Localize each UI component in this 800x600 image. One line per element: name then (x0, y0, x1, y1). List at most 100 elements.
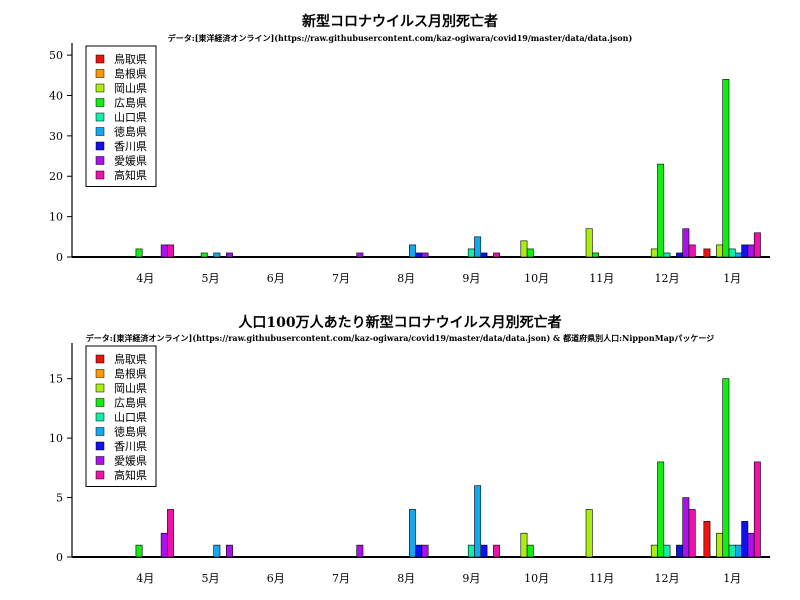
y-tick-label: 50 (49, 49, 63, 62)
legend-swatch (95, 354, 105, 364)
chart-subtitle: データ:[東洋経済オンライン](https://raw.githubuserco… (168, 33, 633, 43)
y-tick-label: 10 (49, 432, 63, 445)
legend-swatch (95, 170, 105, 180)
legend-label: 岡山県 (114, 382, 147, 395)
x-tick-label: 6月 (267, 572, 285, 585)
x-tick-label: 12月 (655, 272, 680, 285)
bar-岡山県-12月 (650, 544, 658, 558)
bar-香川県-8月 (415, 544, 423, 558)
bar-高知県-12月 (688, 509, 696, 558)
legend-label: 徳島県 (114, 125, 147, 139)
legend-label: 島根県 (114, 367, 147, 381)
chart-1: 新型コロナウイルス月別死亡者データ:[東洋経済オンライン](https://ra… (49, 13, 770, 285)
legend-swatch (95, 369, 105, 378)
bar-岡山県-1月 (716, 532, 724, 558)
bar-山口県-1月 (728, 544, 736, 558)
legend-label: 鳥取県 (114, 52, 147, 66)
bar-山口県-9月 (467, 248, 475, 258)
bar-愛媛県-7月 (356, 544, 364, 558)
legend-swatch (95, 398, 105, 407)
bar-愛媛県-5月 (226, 544, 233, 558)
bar-香川県-12月 (676, 544, 684, 558)
x-tick-label: 9月 (462, 572, 480, 585)
bar-徳島県-9月 (474, 485, 482, 558)
legend-swatch (95, 383, 105, 393)
bar-愛媛県-12月 (682, 497, 690, 558)
bar-愛媛県-4月 (160, 244, 168, 258)
x-tick-label: 10月 (524, 272, 549, 285)
chart-title: 新型コロナウイルス月別死亡者 (302, 13, 498, 30)
y-tick-label: 15 (49, 373, 63, 386)
bar-岡山県-12月 (650, 248, 658, 258)
bar-山口県-12月 (663, 544, 671, 558)
chart-subtitle: データ:[東洋経済オンライン](https://raw.githubuserco… (86, 333, 714, 343)
bar-広島県-11月 (591, 252, 599, 258)
y-tick-label: 40 (49, 89, 63, 102)
legend-swatch (95, 427, 105, 436)
bar-広島県-12月 (657, 461, 665, 558)
x-tick-label: 8月 (397, 572, 415, 585)
bar-香川県-8月 (415, 252, 423, 258)
legend-label: 岡山県 (114, 82, 147, 95)
x-tick-label: 12月 (655, 572, 680, 585)
legend-swatch (95, 441, 105, 451)
bar-山口県-1月 (728, 248, 736, 258)
x-tick-label: 5月 (202, 272, 220, 285)
legend-label: 徳島県 (114, 425, 147, 439)
x-tick-label: 1月 (723, 572, 741, 585)
bar-徳島県-5月 (213, 252, 221, 258)
legend-swatch (95, 112, 105, 122)
x-tick-label: 1月 (723, 272, 741, 285)
bar-山口県-9月 (467, 544, 475, 558)
bar-愛媛県-12月 (682, 228, 690, 258)
y-tick-label: 30 (49, 130, 63, 143)
legend-label: 島根県 (114, 67, 147, 81)
bar-香川県-12月 (676, 252, 684, 258)
bar-広島県-5月 (200, 252, 208, 258)
bar-愛媛県-1月 (747, 244, 755, 258)
bar-高知県-4月 (167, 509, 174, 558)
bar-徳島県-1月 (734, 252, 742, 258)
bar-岡山県-10月 (520, 240, 528, 258)
bar-山口県-12月 (663, 252, 671, 258)
bar-高知県-1月 (753, 232, 761, 258)
bar-徳島県-9月 (474, 236, 482, 258)
bar-広島県-4月 (135, 248, 143, 258)
x-tick-label: 9月 (462, 272, 480, 285)
bar-広島県-1月 (722, 79, 730, 258)
legend-label: 愛媛県 (114, 454, 147, 468)
bar-香川県-9月 (480, 544, 488, 558)
legend-label: 広島県 (114, 396, 147, 410)
legend-label: 高知県 (114, 168, 147, 182)
bar-香川県-9月 (480, 252, 488, 258)
x-tick-label: 11月 (589, 572, 614, 585)
chart-2: 人口100万人あたり新型コロナウイルス月別死亡者データ:[東洋経済オンライン](… (49, 314, 770, 585)
bar-岡山県-1月 (716, 244, 724, 258)
bar-香川県-1月 (741, 244, 749, 258)
x-tick-label: 7月 (332, 272, 350, 285)
x-tick-label: 11月 (589, 272, 614, 285)
legend-label: 広島県 (114, 96, 147, 110)
bar-高知県-9月 (493, 252, 500, 258)
legend-swatch (95, 83, 105, 93)
bar-高知県-9月 (493, 544, 500, 558)
legend-swatch (95, 127, 105, 136)
bar-愛媛県-5月 (226, 252, 233, 258)
legend-label: 鳥取県 (114, 352, 147, 366)
legend-label: 香川県 (114, 440, 147, 453)
legend-label: 愛媛県 (114, 154, 147, 168)
bar-高知県-12月 (688, 244, 696, 258)
bar-高知県-1月 (753, 461, 761, 558)
legend-label: 香川県 (114, 140, 147, 153)
bar-徳島県-8月 (408, 509, 416, 558)
bar-愛媛県-4月 (160, 532, 168, 558)
bar-鳥取県-1月 (703, 521, 711, 558)
legend-label: 山口県 (114, 411, 147, 424)
y-tick-label: 10 (49, 211, 63, 224)
bar-愛媛県-8月 (421, 252, 429, 258)
x-tick-label: 4月 (136, 572, 154, 585)
x-tick-label: 4月 (136, 272, 154, 285)
bar-広島県-10月 (526, 544, 534, 558)
